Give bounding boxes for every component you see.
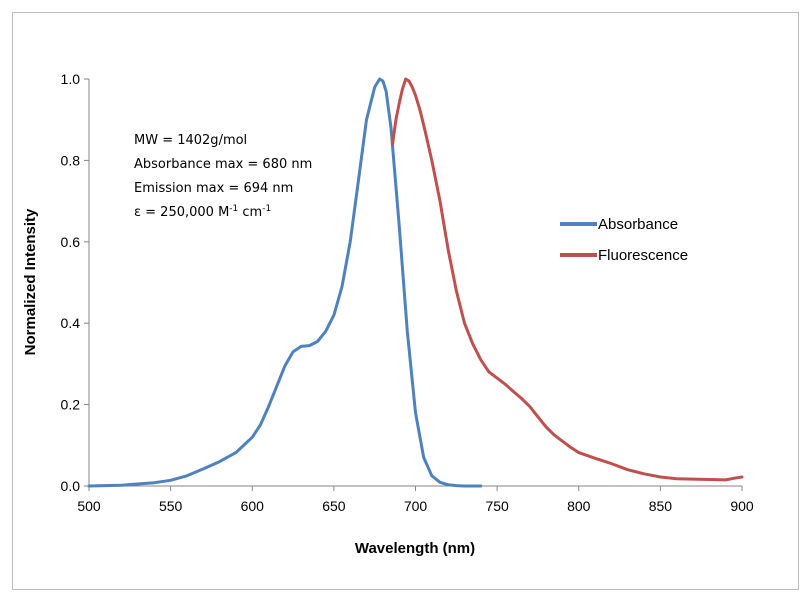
series-line-absorbance (87, 77, 483, 488)
x-tick-label: 750 (485, 498, 509, 514)
x-tick-label: 550 (159, 498, 183, 514)
x-tick-label: 650 (322, 498, 346, 514)
y-tick-label: 1.0 (61, 71, 81, 87)
y-tick-label: 0.6 (61, 234, 81, 250)
epsilon-sup-2: -1 (262, 204, 271, 214)
annotation-line: Absorbance max = 680 nm (134, 157, 312, 172)
epsilon-mid: cm (238, 205, 262, 220)
legend-label-absorbance: Absorbance (598, 216, 678, 233)
x-tick-label: 600 (241, 498, 265, 514)
y-tick-label: 0.2 (61, 397, 81, 413)
epsilon-prefix: ε = 250,000 M (134, 205, 229, 220)
x-axis-title: Wavelength (nm) (355, 540, 475, 557)
x-tick-label: 800 (567, 498, 591, 514)
x-tick-label: 500 (77, 498, 101, 514)
epsilon-sup-1: -1 (229, 204, 238, 214)
annotation-line: Emission max = 694 nm (134, 181, 293, 196)
y-tick-label: 0.0 (61, 478, 81, 494)
annotation-block: MW = 1402g/mol Absorbance max = 680 nm E… (134, 133, 312, 220)
annotation-line: MW = 1402g/mol (134, 133, 247, 148)
x-tick-label: 900 (730, 498, 754, 514)
y-tick-label: 0.8 (61, 152, 81, 168)
axes: 500 550 600 650 700 750 800 850 900 0.0 0.2 0.4 0.6 0… (61, 71, 754, 514)
y-axis-title: Normalized Intensity (22, 208, 39, 355)
x-tick-label: 850 (649, 498, 673, 514)
series-layer (87, 77, 744, 488)
legend: Absorbance Fluorescence (560, 216, 688, 264)
x-tick-label: 700 (404, 498, 428, 514)
legend-label-fluorescence: Fluorescence (598, 247, 688, 264)
series-line-fluorescence (391, 77, 744, 482)
y-tick-label: 0.4 (61, 315, 81, 331)
annotation-epsilon: ε = 250,000 M-1 cm-1 (134, 204, 271, 220)
